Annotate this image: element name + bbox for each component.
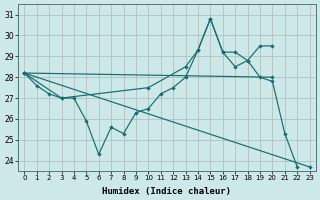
X-axis label: Humidex (Indice chaleur): Humidex (Indice chaleur) (102, 187, 231, 196)
